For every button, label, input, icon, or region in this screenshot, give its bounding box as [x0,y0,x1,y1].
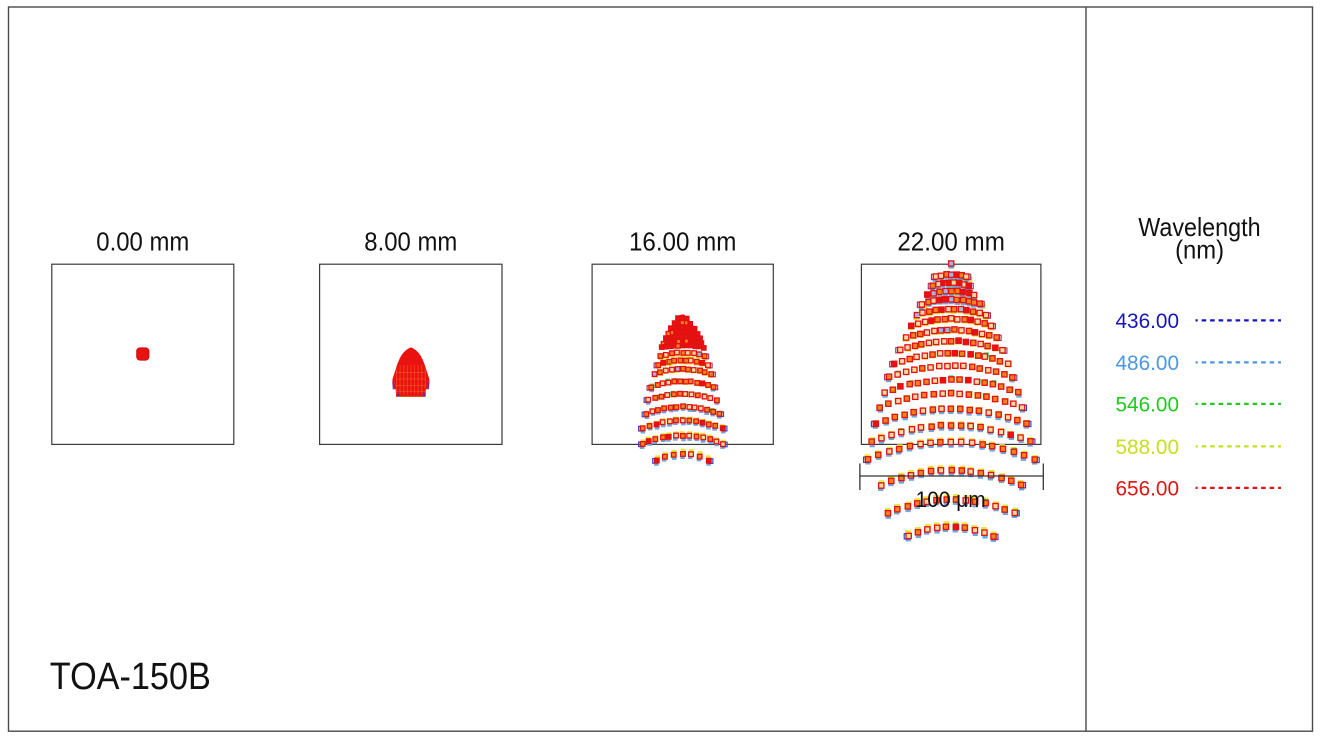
svg-text:22.00 mm: 22.00 mm [897,226,1005,256]
svg-text:486.00: 486.00 [1116,352,1180,375]
svg-text:588.00: 588.00 [1116,436,1180,459]
svg-text:546.00: 546.00 [1116,393,1180,416]
svg-text:Wavelength: Wavelength [1138,214,1260,242]
svg-text:16.00 mm: 16.00 mm [629,226,737,256]
svg-text:(nm): (nm) [1175,237,1224,265]
svg-text:100 μm: 100 μm [916,487,986,512]
svg-text:656.00: 656.00 [1116,477,1180,500]
svg-text:TOA-150B: TOA-150B [50,655,211,698]
svg-text:436.00: 436.00 [1116,310,1180,333]
svg-text:8.00 mm: 8.00 mm [364,226,457,256]
svg-text:0.00 mm: 0.00 mm [96,226,189,256]
